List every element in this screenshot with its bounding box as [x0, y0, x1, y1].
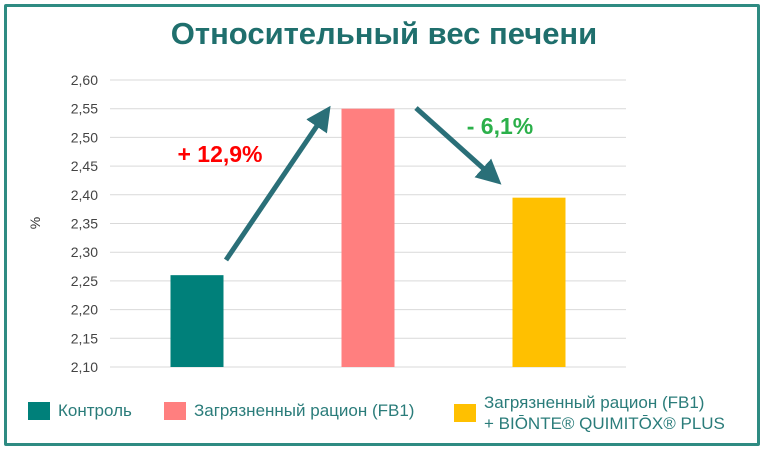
y-axis-label: % [27, 217, 43, 229]
bar-2 [341, 108, 395, 367]
legend-label: Загрязненный рацион (FB1) + BIŌNTE® QUIM… [484, 393, 725, 433]
legend-label: Контроль [58, 401, 132, 420]
y-tick-label: 2,15 [71, 330, 98, 346]
legend-label: Загрязненный рацион (FB1) [194, 401, 415, 420]
bar-1 [170, 275, 224, 367]
increase-arrow [223, 105, 331, 262]
decrease-annotation: - 6,1% [467, 113, 533, 139]
chart-legend: Контроль Загрязненный рацион (FB1) Загря… [28, 392, 748, 440]
y-tick-label: 2,10 [71, 359, 98, 375]
chart-title: Относительный вес печени [170, 16, 598, 51]
legend-item-fb1-quimitox: Загрязненный рацион (FB1) + BIŌNTE® QUIM… [454, 392, 725, 434]
legend-item-control: Контроль [28, 400, 132, 421]
y-tick-label: 2,25 [71, 273, 98, 289]
decrease-arrow [414, 106, 502, 185]
y-tick-label: 2,35 [71, 216, 98, 232]
legend-swatch [28, 401, 50, 420]
y-tick-label: 2,40 [71, 187, 98, 203]
legend-swatch [454, 404, 476, 422]
legend-swatch [164, 401, 186, 420]
y-tick-label: 2,60 [71, 72, 98, 88]
y-tick-label: 2,45 [71, 158, 98, 174]
y-tick-label: 2,30 [71, 244, 98, 260]
y-tick-label: 2,55 [71, 101, 98, 117]
y-tick-label: 2,50 [71, 129, 98, 145]
increase-annotation: + 12,9% [177, 141, 262, 167]
legend-item-fb1: Загрязненный рацион (FB1) [164, 400, 414, 421]
y-tick-label: 2,20 [71, 302, 98, 318]
bar-3 [512, 197, 566, 367]
